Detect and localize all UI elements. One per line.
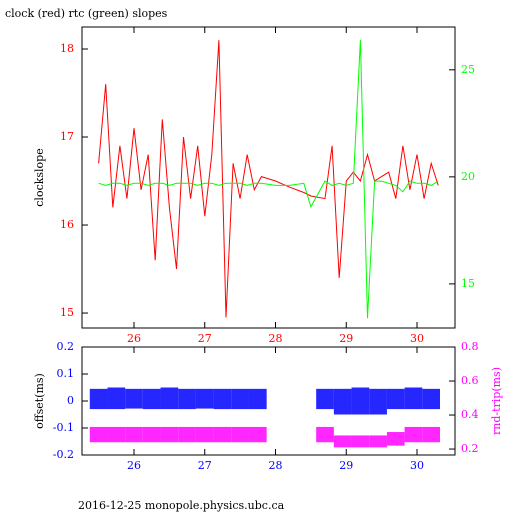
scatter-band	[142, 426, 161, 443]
y-axis-label: clockslope	[33, 148, 46, 206]
scatter-band	[369, 388, 387, 415]
y2-tick-label: 0.4	[461, 408, 479, 421]
y-tick-label: -0.2	[53, 448, 74, 461]
scatter-band	[89, 426, 108, 443]
y2-tick-label: 0.2	[461, 442, 479, 455]
chart-title: clock (red) rtc (green) slopes	[5, 7, 168, 20]
scatter-band	[333, 435, 352, 448]
y-tick-label: 15	[60, 306, 74, 319]
scatter-band	[248, 426, 267, 443]
scatter-band	[369, 435, 387, 448]
scatter-band	[213, 388, 232, 410]
y2-tick-label: 20	[461, 170, 475, 183]
scatter-band	[142, 388, 161, 410]
x-tick-label: 30	[410, 459, 424, 472]
scatter-band	[351, 435, 370, 448]
plot-frame	[81, 26, 456, 329]
y-tick-label: 17	[60, 130, 74, 143]
scatter-band	[107, 426, 126, 443]
scatter-band	[160, 387, 179, 410]
scatter-band	[195, 388, 214, 409]
x-tick-label: 27	[198, 459, 212, 472]
scatter-band	[386, 432, 405, 446]
scatter-band	[213, 426, 232, 443]
scatter-band	[195, 426, 214, 443]
x-tick-label: 30	[410, 332, 424, 345]
scatter-band	[178, 426, 196, 443]
x-tick-label: 29	[339, 332, 353, 345]
scatter-band	[178, 388, 196, 410]
y2-tick-label: 25	[461, 63, 475, 76]
scatter-band	[125, 426, 143, 443]
scatter-band	[422, 388, 441, 410]
series-line	[98, 39, 439, 319]
scatter-band	[404, 387, 423, 410]
y-tick-label: 18	[60, 42, 74, 55]
scatter-band	[231, 426, 249, 443]
scatter-band	[160, 426, 179, 443]
footer: 2016-12-25 monopole.physics.ubc.ca	[78, 499, 285, 512]
y2-tick-label: 0.6	[461, 374, 479, 387]
scatter-band	[125, 388, 143, 409]
scatter-band	[316, 388, 334, 410]
x-tick-label: 27	[198, 332, 212, 345]
scatter-band	[386, 388, 405, 410]
y-tick-label: -0.1	[53, 421, 74, 434]
x-tick-label: 28	[269, 332, 283, 345]
x-tick-label: 26	[127, 459, 141, 472]
scatter-band	[89, 388, 108, 410]
scatter-band	[248, 388, 267, 410]
scatter-band	[351, 387, 370, 415]
y-tick-label: 0.1	[57, 367, 75, 380]
y2-tick-label: 0.8	[461, 340, 479, 353]
y-tick-label: 16	[60, 218, 74, 231]
x-tick-label: 29	[339, 459, 353, 472]
x-tick-label: 26	[127, 332, 141, 345]
y-axis-label: offset(ms)	[33, 373, 46, 429]
scatter-band	[422, 426, 441, 443]
y2-tick-label: 15	[461, 277, 475, 290]
y2-axis-label: rnd-trip(ms)	[490, 367, 503, 435]
y-tick-label: 0	[67, 394, 74, 407]
scatter-band	[333, 388, 352, 415]
scatter-band	[107, 387, 126, 410]
y-tick-label: 0.2	[57, 340, 75, 353]
series-line	[98, 40, 439, 318]
scatter-band	[316, 426, 334, 443]
x-tick-label: 28	[269, 459, 283, 472]
scatter-band	[404, 426, 423, 443]
scatter-band	[231, 388, 249, 410]
